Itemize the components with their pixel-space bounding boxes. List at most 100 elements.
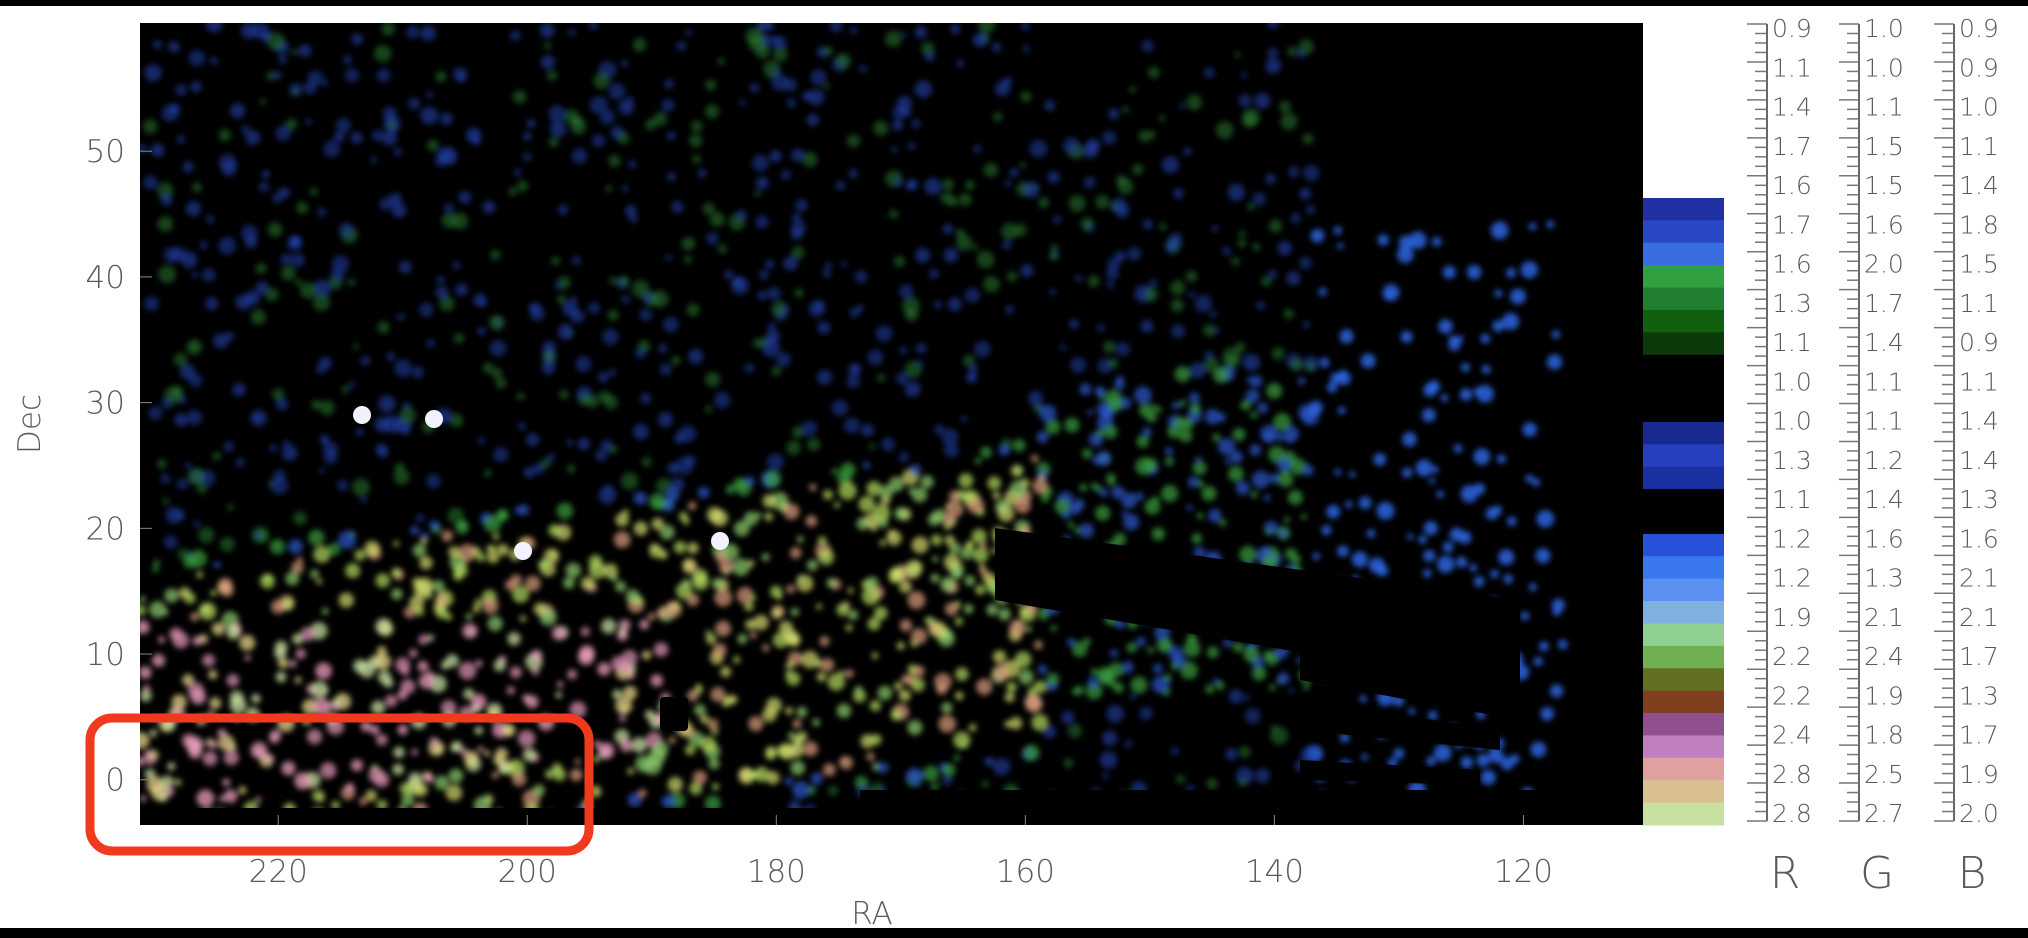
blob [269, 729, 282, 742]
blob [273, 71, 282, 80]
blob [477, 437, 485, 445]
blob [737, 633, 748, 645]
blob [1373, 453, 1387, 466]
blob [963, 603, 974, 614]
blob [548, 136, 560, 148]
blob [180, 251, 198, 268]
blob [609, 276, 617, 284]
blob [512, 89, 527, 104]
blob [762, 644, 770, 652]
blob [206, 23, 223, 33]
blob [1014, 223, 1027, 237]
blob [1255, 768, 1270, 783]
blob [965, 542, 974, 551]
blob [1408, 707, 1416, 715]
blob [714, 391, 731, 409]
blob [628, 214, 638, 224]
colorbar-cell [1643, 757, 1724, 781]
blob [786, 584, 795, 594]
blob [379, 197, 393, 211]
blob [489, 544, 497, 552]
blob [1377, 234, 1389, 246]
blob [598, 486, 617, 505]
blob [352, 343, 359, 350]
blob [724, 270, 734, 280]
blob [310, 681, 329, 699]
blob [595, 449, 608, 462]
blob [1161, 156, 1180, 174]
blob [1096, 323, 1105, 333]
blob [671, 355, 681, 366]
blob [165, 787, 175, 797]
blob [1033, 640, 1043, 650]
blob [427, 634, 434, 642]
blob [731, 276, 743, 288]
blob [179, 364, 196, 380]
blob [1127, 246, 1142, 261]
blob [184, 592, 196, 604]
blob [654, 499, 665, 510]
blob [685, 29, 692, 36]
blob [551, 625, 567, 641]
blob [1152, 663, 1163, 674]
blob [991, 42, 1002, 53]
blob [1536, 510, 1555, 528]
blob [588, 302, 600, 315]
blob [408, 648, 418, 658]
blob [1102, 730, 1118, 746]
scale-value: 2.4 [1864, 642, 1904, 671]
blob [1067, 723, 1082, 738]
bottom-border [0, 928, 2028, 938]
blob [296, 201, 309, 214]
blob [1251, 665, 1267, 681]
blob [382, 106, 397, 121]
blob [526, 118, 536, 128]
blob [1208, 509, 1222, 523]
blob [239, 634, 256, 651]
blob [397, 724, 409, 735]
blob [768, 322, 776, 331]
blob [684, 454, 697, 467]
colorbar-cell [1643, 735, 1724, 759]
blob [1079, 383, 1092, 396]
blob [416, 513, 425, 522]
top-border [0, 0, 2028, 6]
blob [1448, 335, 1458, 344]
blob [1283, 308, 1294, 320]
blob [210, 57, 218, 65]
blob [1522, 422, 1537, 437]
scale-value: 1.8 [1959, 210, 1999, 239]
blob [1368, 557, 1385, 574]
blob [982, 571, 995, 585]
blob [557, 294, 567, 305]
blob [719, 559, 734, 574]
highlight-box [85, 713, 594, 856]
blob [765, 259, 775, 269]
blob [445, 784, 463, 802]
blob [196, 571, 204, 579]
blob [1345, 500, 1353, 509]
scale-value: 1.7 [1772, 132, 1812, 161]
blob [393, 540, 400, 547]
blob [1025, 625, 1032, 633]
blob [1242, 108, 1260, 127]
blob [426, 338, 435, 348]
blob [538, 561, 546, 570]
blob [645, 118, 657, 130]
blob [1142, 427, 1152, 437]
blob [278, 55, 288, 64]
blob [1001, 240, 1012, 250]
blob [177, 548, 190, 561]
blob [1124, 739, 1133, 748]
blob [977, 23, 996, 34]
blob [1436, 490, 1445, 498]
blob [849, 307, 860, 318]
blob [185, 736, 204, 754]
blob [477, 745, 485, 753]
blob [1191, 533, 1203, 544]
blob [1263, 650, 1273, 660]
blob [190, 612, 200, 622]
blob [152, 39, 163, 50]
blob [1501, 312, 1520, 330]
blob [570, 309, 585, 323]
